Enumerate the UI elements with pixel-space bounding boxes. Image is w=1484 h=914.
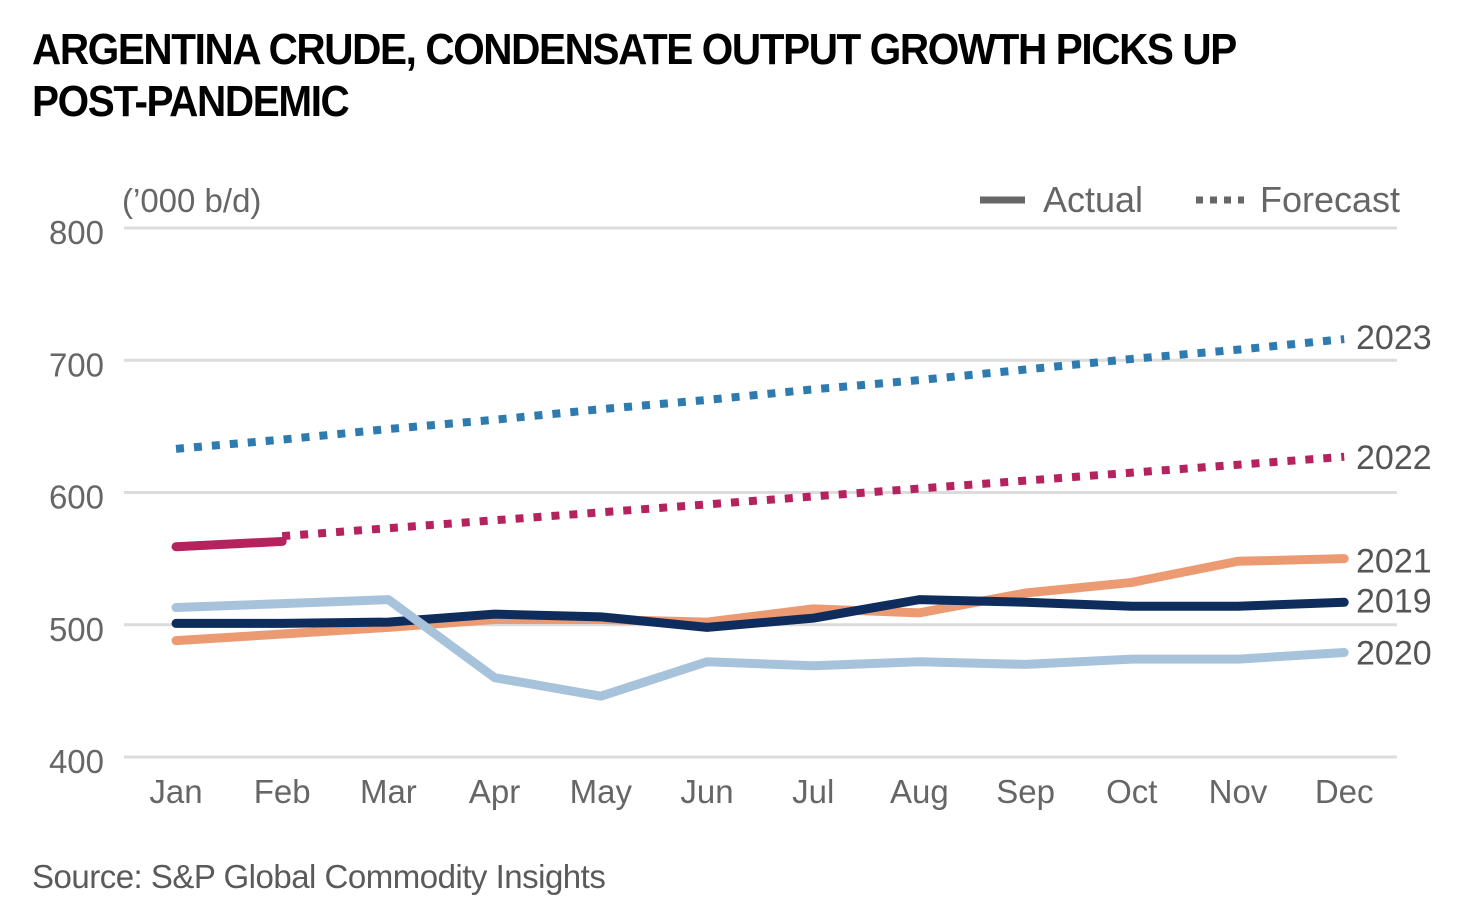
y-axis-ticks: 400 500 600 700 800 <box>49 214 104 780</box>
chart-title: ARGENTINA CRUDE, CONDENSATE OUTPUT GROWT… <box>32 24 1357 128</box>
legend-actual-label: Actual <box>1043 179 1143 220</box>
series-2021 <box>171 554 1349 646</box>
actual-line-2019 <box>171 595 1349 632</box>
y-tick-label: 600 <box>49 479 104 516</box>
y-tick-label: 800 <box>49 214 104 251</box>
x-tick-label: Nov <box>1209 773 1268 810</box>
source-note: Source: S&P Global Commodity Insights <box>32 858 606 895</box>
series-label-2021: 2021 <box>1356 543 1432 581</box>
actual-line-2020 <box>171 595 1349 701</box>
legend: Actual Forecast <box>980 179 1400 220</box>
series-2019 <box>171 595 1349 632</box>
series-label-2019: 2019 <box>1356 582 1432 620</box>
series-lines <box>171 335 1349 701</box>
x-tick-label: Jan <box>149 773 202 810</box>
series-label-2022: 2022 <box>1356 439 1432 477</box>
x-tick-label: Sep <box>996 773 1055 810</box>
x-tick-label: Jun <box>680 773 733 810</box>
x-tick-label: Dec <box>1315 773 1374 810</box>
forecast-line-2023 <box>175 335 1345 453</box>
series-2023 <box>175 335 1345 453</box>
x-tick-label: Oct <box>1106 773 1157 810</box>
x-tick-label: Feb <box>254 773 311 810</box>
forecast-line-2022 <box>281 452 1345 541</box>
series-label-2020: 2020 <box>1356 635 1432 673</box>
chart-title-line-2: POST-PANDEMIC <box>32 77 350 126</box>
legend-forecast-label: Forecast <box>1260 179 1400 220</box>
series-2020 <box>171 595 1349 701</box>
x-tick-label: Aug <box>890 773 949 810</box>
y-axis-unit-label: (’000 b/d) <box>122 182 261 219</box>
chart-title-line-1: ARGENTINA CRUDE, CONDENSATE OUTPUT GROWT… <box>32 25 1237 74</box>
actual-line-2022 <box>171 536 287 552</box>
series-label-2023: 2023 <box>1356 319 1432 357</box>
x-tick-label: Mar <box>360 773 417 810</box>
series-2022 <box>171 452 1345 552</box>
actual-line-2021 <box>171 554 1349 646</box>
y-tick-label: 700 <box>49 346 104 383</box>
x-tick-label: May <box>570 773 633 810</box>
y-tick-label: 400 <box>49 743 104 780</box>
x-tick-label: Apr <box>469 773 520 810</box>
y-tick-label: 500 <box>49 611 104 648</box>
x-tick-label: Jul <box>792 773 834 810</box>
x-axis-ticks: Jan Feb Mar Apr May Jun Jul Aug Sep Oct Nov Dec <box>149 773 1373 810</box>
gridlines <box>124 226 1397 759</box>
